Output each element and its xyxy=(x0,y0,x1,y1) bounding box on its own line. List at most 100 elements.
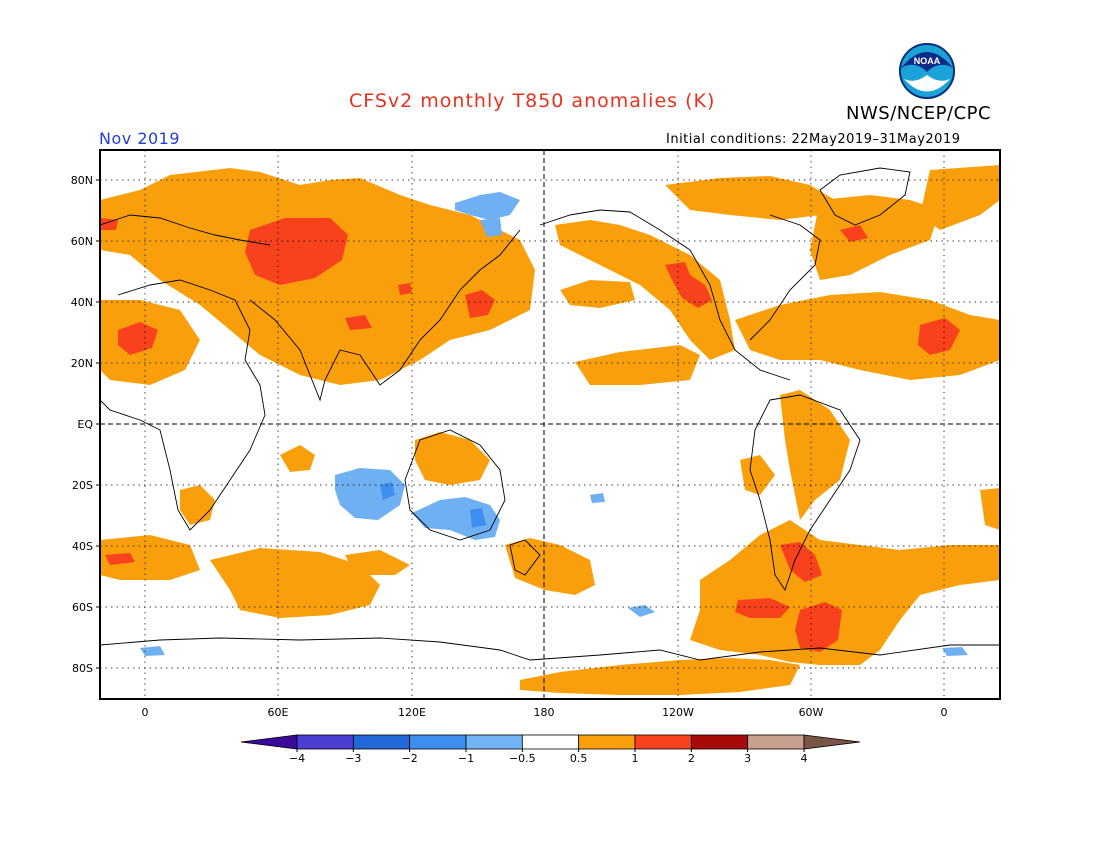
colorbar-tick-label: −4 xyxy=(289,752,305,765)
graticule xyxy=(100,150,1000,699)
anomaly-field xyxy=(100,165,1000,695)
colorbar-tick-label: −3 xyxy=(345,752,361,765)
southern-ocean-cool-patch xyxy=(628,605,655,617)
southern-ocean-warm-region xyxy=(690,520,1000,665)
lon-label: 0 xyxy=(142,706,149,719)
australia-coastline xyxy=(404,429,506,541)
lat-label: 60N xyxy=(71,235,93,248)
east-pacific-warm-region xyxy=(575,345,700,385)
lat-label: 40N xyxy=(71,296,93,309)
strong-warm-anomaly-areas xyxy=(100,218,960,652)
arctic-siberia-cool-region xyxy=(455,192,520,220)
colorbar-tick-label: −1 xyxy=(458,752,474,765)
noaa-logo-text: NOAA xyxy=(914,56,941,66)
colorbar-tick-label: −0.5 xyxy=(509,752,536,765)
lat-label: 40S xyxy=(72,540,93,553)
antarctic-cool-patch-west xyxy=(140,646,165,656)
namibia-coast-warm-patch xyxy=(980,488,1000,530)
drake-passage-hot-spot xyxy=(735,598,790,618)
lat-label: 80S xyxy=(72,662,93,675)
colorbar-tick-label: 3 xyxy=(744,752,751,765)
north-africa-hot-spot xyxy=(118,322,158,355)
lat-label: 80N xyxy=(71,174,93,187)
indian-ocean-warm-patch xyxy=(280,445,315,472)
greenland-coastline xyxy=(819,167,911,226)
lat-label: 20N xyxy=(71,357,93,370)
longitude-labels: 0 60E 120E 180 120W 60W 0 xyxy=(142,706,948,719)
colorbar-bin xyxy=(409,734,467,750)
lon-label: 120E xyxy=(398,706,426,719)
antarctica-pacific-warm-region xyxy=(520,658,800,695)
latitude-ticks xyxy=(96,179,100,669)
colorbar-tick-label: 4 xyxy=(801,752,808,765)
south-indian-ocean-warm-patch xyxy=(345,550,410,575)
south-pacific-cool-patch xyxy=(590,493,605,503)
colorbar-bin xyxy=(465,734,523,750)
colorbar-bin xyxy=(296,734,354,750)
colorbar-bin xyxy=(578,734,636,750)
australia-cold-spot xyxy=(470,508,486,528)
south-indian-ocean-cool-region xyxy=(335,468,405,520)
antarctica-coastline xyxy=(100,637,1000,661)
antarctic-cool-patch-east xyxy=(942,647,968,656)
colorbar-tick-label: 0.5 xyxy=(570,752,588,765)
colorbar-tick-label: 2 xyxy=(688,752,695,765)
lat-label: EQ xyxy=(77,418,93,431)
mongolia-hot-spot xyxy=(398,283,412,295)
south-atlantic-warm-region xyxy=(100,535,200,580)
peru-warm-patch xyxy=(740,455,775,495)
colorbar-bin xyxy=(803,734,861,750)
eurasia-warm-region xyxy=(100,168,535,385)
europe-hot-spot xyxy=(100,218,118,230)
subtropical-atlantic-warm-region xyxy=(735,292,1000,380)
coastlines xyxy=(100,167,1000,661)
north-atlantic-warm-region xyxy=(810,195,940,280)
weddell-sea-hot-spot xyxy=(795,602,842,652)
colorbar-tick-label: 1 xyxy=(632,752,639,765)
colorbar: −4 −3 −2 −1 −0.5 0.5 1 2 3 4 xyxy=(240,734,861,765)
north-america-warm-region xyxy=(555,220,735,360)
colorbar-bin xyxy=(634,734,692,750)
south-america-coastline xyxy=(749,394,861,592)
colorbar-bin xyxy=(240,734,298,750)
south-atlantic-hot-spot xyxy=(105,553,135,565)
latitude-labels: 80N 60N 40N 20N EQ 20S 40S 60S 80S xyxy=(71,174,94,675)
lat-label: 20S xyxy=(72,479,93,492)
lon-label: 120W xyxy=(662,706,694,719)
valid-period: Nov 2019 xyxy=(99,129,181,148)
north-america-west-coastline xyxy=(539,209,791,381)
greenland-east-warm-region xyxy=(920,165,1000,230)
lon-label: 0 xyxy=(941,706,948,719)
europe-coastline xyxy=(100,214,271,246)
lon-label: 180 xyxy=(534,706,555,719)
west-africa-hot-spot xyxy=(918,318,960,355)
australia-north-warm-region xyxy=(415,432,490,485)
tibet-hot-spot xyxy=(345,315,372,330)
indian-ocean-cold-spot xyxy=(380,482,395,500)
southern-africa-warm-patch xyxy=(180,485,215,525)
south-indian-ocean-warm-region xyxy=(210,548,380,618)
colorbar-bin xyxy=(690,734,749,750)
colorbar-bin xyxy=(352,734,411,750)
noaa-logo: NOAA xyxy=(899,43,955,99)
japan-hot-spot xyxy=(465,290,495,318)
colorbar-bin xyxy=(747,734,805,750)
lon-label: 60E xyxy=(268,706,289,719)
lon-label: 60W xyxy=(799,706,824,719)
agency-label: NWS/NCEP/CPC xyxy=(846,103,992,124)
central-pacific-warm-patch xyxy=(560,280,635,308)
east-siberian-sea-cool-patch xyxy=(480,218,502,237)
lat-label: 60S xyxy=(72,601,93,614)
new-zealand-warm-region xyxy=(505,538,595,595)
north-atlantic-hot-spot xyxy=(840,225,868,242)
south-australia-cool-region xyxy=(412,497,500,540)
rockies-hot-spot xyxy=(665,262,712,308)
new-zealand-coastline xyxy=(509,539,541,576)
warm-anomaly-areas xyxy=(100,165,1000,695)
africa-coastline xyxy=(100,279,266,531)
asia-south-coastline xyxy=(249,229,521,402)
map-title: CFSv2 monthly T850 anomalies (K) xyxy=(349,90,716,112)
colorbar-tick-label: −2 xyxy=(402,752,418,765)
west-siberia-hot-spot xyxy=(245,218,348,285)
